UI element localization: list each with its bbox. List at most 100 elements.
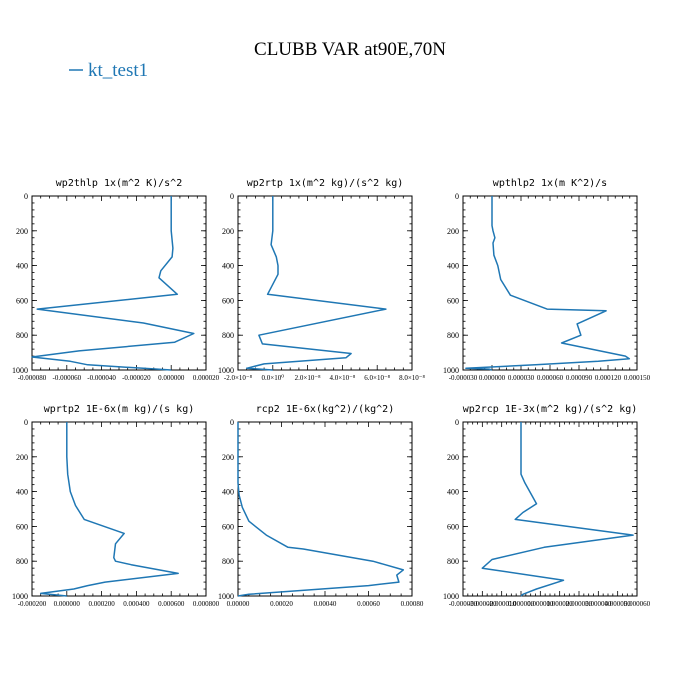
y-tick-label: 200	[447, 227, 459, 236]
x-tick-label: 0.000400	[123, 600, 150, 608]
y-tick-label: 1000	[12, 366, 28, 375]
figure-title: CLUBB VAR at90E,70N	[254, 39, 446, 60]
y-tick-label: 200	[447, 453, 459, 462]
y-tick-label: 200	[222, 453, 234, 462]
plot-frame	[237, 421, 413, 597]
x-tick-label: 0.000800	[193, 600, 220, 608]
y-tick-label: 1000	[12, 592, 28, 601]
panel-title: wp2rcp 1E-3x(m^2 kg)/(s^2 kg)	[463, 404, 638, 415]
x-tick-label: 0.000030	[566, 600, 593, 608]
y-tick-label: 400	[222, 262, 234, 271]
x-tick-label: 0.000000	[479, 374, 506, 382]
y-tick-label: 1000	[218, 592, 234, 601]
x-tick-label: 0.000020	[193, 374, 220, 382]
x-tick-label: -0.000040	[87, 374, 116, 382]
plot-frame	[31, 195, 207, 371]
x-tick-label: 2.0×10⁻⁸	[295, 374, 321, 382]
x-tick-label: -0.000010	[487, 600, 516, 608]
x-tick-label: 0.000120	[595, 374, 622, 382]
x-tick-label: 0.000000	[508, 600, 535, 608]
x-tick-label: 0.000030	[508, 374, 535, 382]
panel-title: wp2thlp 1x(m^2 K)/s^2	[56, 178, 182, 189]
y-tick-label: 200	[16, 453, 28, 462]
x-tick-label: 0.000020	[547, 600, 574, 608]
panel-title: wprtp2 1E-6x(m kg)/(s kg)	[44, 404, 195, 415]
x-tick-label: 0.000040	[585, 600, 612, 608]
x-tick-label: 0.000010	[527, 600, 554, 608]
y-tick-label: 600	[222, 522, 234, 531]
x-tick-label: 0.0×10⁰	[262, 374, 285, 382]
x-tick-label: 0.00080	[401, 600, 424, 608]
x-tick-label: -0.000060	[53, 374, 82, 382]
series-line-kt_test1	[245, 196, 387, 371]
panel-title: wp2rtp 1x(m^2 kg)/(s^2 kg)	[247, 178, 404, 189]
x-tick-label: 0.000000	[158, 374, 185, 382]
y-tick-label: 1000	[443, 366, 459, 375]
y-tick-label: 800	[447, 331, 459, 340]
x-tick-label: -0.000030	[449, 600, 478, 608]
x-tick-label: 0.000060	[537, 374, 564, 382]
plot-frame	[462, 195, 638, 371]
x-tick-label: 0.000150	[624, 374, 651, 382]
x-tick-label: 0.000600	[158, 600, 185, 608]
panel-title: rcp2 1E-6x(kg^2)/(kg^2)	[256, 404, 394, 415]
y-tick-label: 600	[447, 522, 459, 531]
x-tick-label: 6.0×10⁻⁸	[364, 374, 390, 382]
y-tick-label: 600	[447, 296, 459, 305]
y-tick-label: 400	[222, 488, 234, 497]
x-tick-label: 0.000050	[605, 600, 632, 608]
y-tick-label: 400	[16, 262, 28, 271]
chart-panel-6: wp2rcp 1E-3x(m^2 kg)/(s^2 kg) 0 200 400 600 8…	[443, 404, 651, 608]
y-tick-label: 600	[16, 296, 28, 305]
x-tick-label: 0.00000	[227, 600, 250, 608]
y-tick-label: 200	[16, 227, 28, 236]
x-tick-label: -0.000030	[449, 374, 478, 382]
y-tick-label: 200	[222, 227, 234, 236]
x-tick-label: 0.000090	[566, 374, 593, 382]
y-tick-label: 1000	[443, 592, 459, 601]
y-tick-label: 800	[222, 331, 234, 340]
y-tick-label: 600	[16, 522, 28, 531]
series-line-kt_test1	[31, 196, 195, 371]
x-tick-label: 4.0×10⁻⁸	[329, 374, 355, 382]
x-tick-label: 0.00020	[270, 600, 293, 608]
x-tick-label: -0.000020	[468, 600, 497, 608]
series-line-kt_test1	[465, 196, 631, 371]
y-tick-label: 400	[447, 488, 459, 497]
x-tick-label: -0.000020	[122, 374, 151, 382]
series-line-kt_test1	[481, 422, 634, 597]
x-tick-label: -0.000080	[18, 374, 47, 382]
y-tick-label: 1000	[218, 366, 234, 375]
chart-panel-5: rcp2 1E-6x(kg^2)/(kg^2) 0 200 400 600 800 1000…	[218, 404, 424, 608]
y-tick-label: 0	[24, 192, 28, 201]
legend-label: kt_test1	[88, 60, 148, 81]
x-tick-label: 0.000060	[624, 600, 651, 608]
y-tick-label: 600	[222, 296, 234, 305]
y-tick-label: 800	[447, 557, 459, 566]
y-tick-label: 400	[447, 262, 459, 271]
series-line-kt_test1	[39, 422, 179, 597]
x-tick-label: 0.00060	[357, 600, 380, 608]
series-line-kt_test1	[237, 422, 405, 597]
y-tick-label: 0	[230, 192, 234, 201]
x-tick-label: 8.0×10⁻⁸	[399, 374, 425, 382]
y-tick-label: 800	[222, 557, 234, 566]
x-tick-label: 0.000200	[88, 600, 115, 608]
panel-title: wpthlp2 1x(m K^2)/s	[493, 178, 607, 189]
x-tick-label: -2.0×10⁻⁸	[224, 374, 253, 382]
y-tick-label: 800	[16, 557, 28, 566]
x-tick-label: -0.000200	[18, 600, 47, 608]
x-tick-label: 0.000000	[54, 600, 81, 608]
y-tick-label: 400	[16, 488, 28, 497]
chart-panel-3: wpthlp2 1x(m K^2)/s 0 200 400 600 800 1000-0.0…	[443, 178, 651, 382]
chart-panel-1: wp2thlp 1x(m^2 K)/s^202004006008001000-0…	[12, 178, 220, 382]
chart-panel-4: wprtp2 1E-6x(m kg)/(s kg) 0 200 400 600 800 10…	[12, 404, 220, 608]
y-tick-label: 0	[455, 192, 459, 201]
plot-frame	[31, 421, 207, 597]
y-tick-label: 0	[230, 418, 234, 427]
x-tick-label: 0.00040	[314, 600, 337, 608]
y-tick-label: 800	[16, 331, 28, 340]
chart-panel-2: wp2rtp 1x(m^2 kg)/(s^2 kg) 0 200 400 600 800 1…	[218, 178, 425, 382]
y-tick-label: 0	[24, 418, 28, 427]
